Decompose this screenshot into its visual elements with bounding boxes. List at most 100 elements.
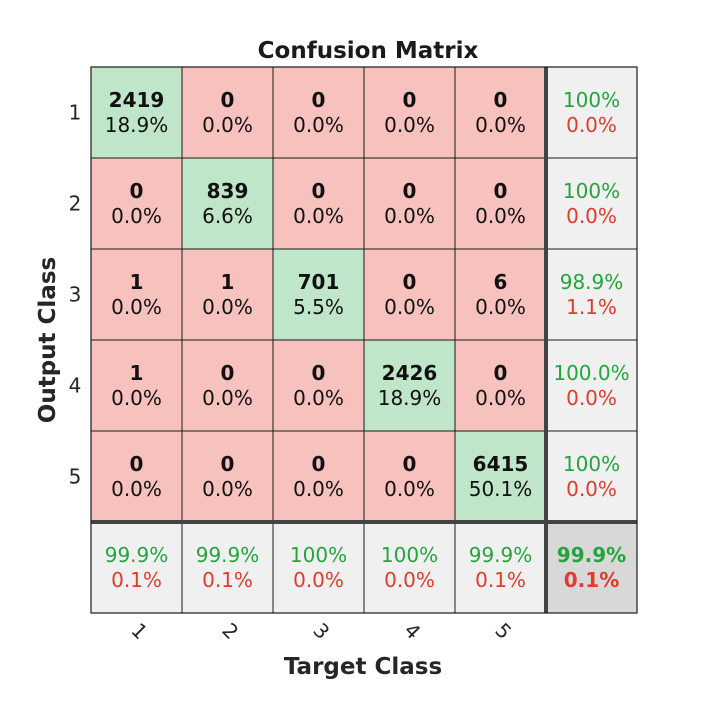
matrix-cell: [272, 339, 365, 432]
cell-percent: 0.0%: [384, 113, 435, 137]
row-summary-cell: [545, 157, 638, 250]
matrix-cell: [181, 66, 274, 159]
col-summary-incorrect: 0.1%: [202, 568, 253, 592]
cell-percent: 0.0%: [111, 295, 162, 319]
matrix-cell: [454, 248, 547, 341]
x-tick-label: 3: [308, 618, 334, 644]
col-summary-correct: 99.9%: [196, 543, 260, 567]
cell-percent: 0.0%: [293, 204, 344, 228]
cell-percent: 0.0%: [384, 477, 435, 501]
cell-count: 0: [494, 361, 508, 385]
cell-count: 0: [221, 452, 235, 476]
matrix-cell: [454, 66, 547, 159]
matrix-cell: [272, 157, 365, 250]
matrix-cell: [272, 430, 365, 523]
x-axis-label: Target Class: [284, 654, 442, 680]
cell-count: 0: [403, 88, 417, 112]
cell-percent: 0.0%: [293, 386, 344, 410]
cell-count: 0: [130, 452, 144, 476]
matrix-cell: [181, 430, 274, 523]
row-summary-incorrect: 0.0%: [566, 386, 617, 410]
cell-percent: 0.0%: [384, 295, 435, 319]
col-summary-correct: 100%: [290, 543, 347, 567]
cell-count: 839: [207, 179, 249, 203]
cell-count: 0: [403, 179, 417, 203]
matrix-cell: [181, 248, 274, 341]
matrix-border: [90, 66, 638, 614]
matrix-cell: [181, 339, 274, 432]
row-summary-incorrect: 0.0%: [566, 113, 617, 137]
cell-percent: 18.9%: [378, 386, 442, 410]
cell-count: 0: [130, 179, 144, 203]
cell-count: 701: [298, 270, 340, 294]
cell-count: 0: [494, 88, 508, 112]
cell-count: 0: [221, 88, 235, 112]
matrix-cell: [363, 248, 456, 341]
cell-percent: 0.0%: [111, 477, 162, 501]
y-tick-label: 4: [69, 374, 82, 398]
row-summary-correct: 100%: [563, 88, 620, 112]
x-tick-label: 1: [126, 618, 152, 644]
overall-incorrect: 0.1%: [564, 568, 619, 592]
cell-count: 0: [312, 88, 326, 112]
x-tick-label: 5: [490, 618, 516, 644]
row-summary-correct: 100%: [563, 179, 620, 203]
matrix-cell: [363, 66, 456, 159]
row-summary-incorrect: 0.0%: [566, 204, 617, 228]
cell-percent: 0.0%: [475, 113, 526, 137]
overall-cell: [545, 521, 638, 614]
y-tick-label: 3: [69, 283, 82, 307]
cell-percent: 0.0%: [475, 204, 526, 228]
cell-count: 6415: [473, 452, 529, 476]
cell-percent: 0.0%: [202, 386, 253, 410]
col-summary-incorrect: 0.0%: [384, 568, 435, 592]
cell-percent: 0.0%: [293, 477, 344, 501]
cell-count: 2426: [382, 361, 438, 385]
matrix-grid: 241918.9%00.0%00.0%00.0%00.0%00.0%8396.6…: [69, 66, 638, 644]
x-tick-label: 4: [399, 618, 425, 644]
cell-percent: 0.0%: [202, 477, 253, 501]
x-tick-label: 2: [217, 618, 243, 644]
cell-percent: 5.5%: [293, 295, 344, 319]
col-summary-cell: [454, 521, 547, 614]
cell-count: 2419: [109, 88, 165, 112]
y-tick-label: 1: [69, 101, 82, 125]
matrix-cell: [90, 157, 183, 250]
matrix-cell: [90, 430, 183, 523]
cell-percent: 0.0%: [384, 204, 435, 228]
cell-percent: 0.0%: [111, 204, 162, 228]
cell-count: 0: [494, 179, 508, 203]
cell-percent: 0.0%: [475, 386, 526, 410]
col-summary-incorrect: 0.0%: [293, 568, 344, 592]
cell-percent: 0.0%: [111, 386, 162, 410]
col-summary-correct: 100%: [381, 543, 438, 567]
row-summary-correct: 98.9%: [560, 270, 624, 294]
cell-count: 1: [130, 361, 144, 385]
row-summary-correct: 100%: [563, 452, 620, 476]
cell-percent: 0.0%: [202, 113, 253, 137]
row-summary-cell: [545, 248, 638, 341]
cell-count: 1: [221, 270, 235, 294]
cell-percent: 50.1%: [469, 477, 533, 501]
y-tick-label: 5: [69, 465, 82, 489]
cell-percent: 0.0%: [202, 295, 253, 319]
col-summary-incorrect: 0.1%: [475, 568, 526, 592]
overall-correct: 99.9%: [557, 543, 626, 567]
col-summary-correct: 99.9%: [469, 543, 533, 567]
cell-count: 6: [494, 270, 508, 294]
cell-percent: 0.0%: [293, 113, 344, 137]
col-summary-incorrect: 0.1%: [111, 568, 162, 592]
matrix-cell: [363, 339, 456, 432]
matrix-cell: [454, 157, 547, 250]
cell-count: 0: [312, 361, 326, 385]
col-summary-correct: 99.9%: [105, 543, 169, 567]
cell-count: 0: [312, 179, 326, 203]
cell-count: 0: [221, 361, 235, 385]
row-summary-correct: 100.0%: [553, 361, 629, 385]
cell-count: 0: [403, 452, 417, 476]
matrix-cell: [272, 248, 365, 341]
cell-count: 1: [130, 270, 144, 294]
y-axis-label: Output Class: [35, 257, 61, 423]
row-summary-cell: [545, 339, 638, 432]
